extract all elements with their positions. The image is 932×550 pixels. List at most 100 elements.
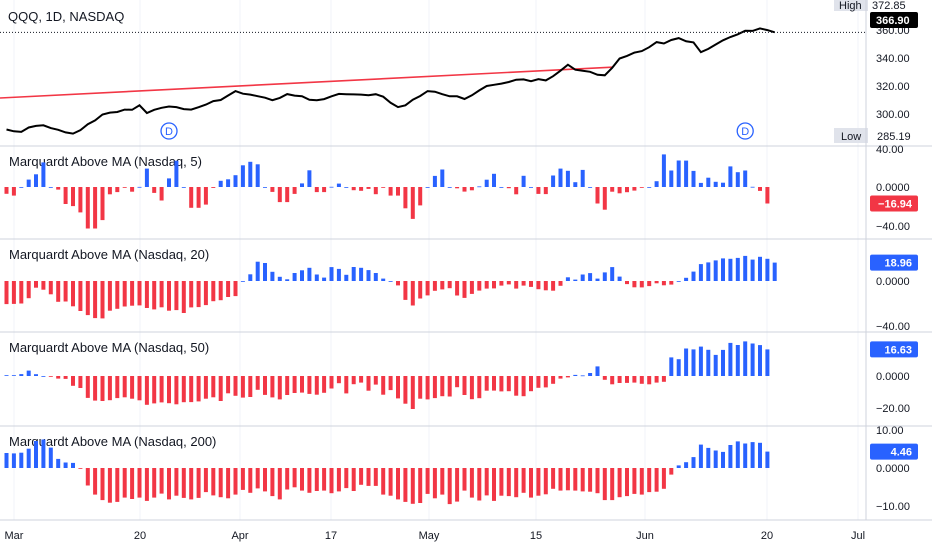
histogram-bar[interactable] <box>277 276 282 281</box>
histogram-bar[interactable] <box>735 345 740 376</box>
histogram-bar[interactable] <box>263 468 267 492</box>
histogram-bar[interactable] <box>625 281 629 285</box>
histogram-bar[interactable] <box>750 186 755 188</box>
histogram-bar[interactable] <box>48 281 53 295</box>
histogram-bar[interactable] <box>41 376 46 377</box>
histogram-bar[interactable] <box>85 468 90 486</box>
histogram-bar[interactable] <box>56 281 61 302</box>
histogram-bar[interactable] <box>543 376 548 388</box>
histogram-bar[interactable] <box>34 281 38 288</box>
histogram-bar[interactable] <box>4 453 9 468</box>
histogram-bar[interactable] <box>721 349 725 376</box>
histogram-bar[interactable] <box>469 468 474 498</box>
histogram-bar[interactable] <box>26 448 31 468</box>
histogram-bar[interactable] <box>521 376 526 397</box>
histogram-bar[interactable] <box>226 468 231 499</box>
histogram-bar[interactable] <box>432 281 437 291</box>
histogram-bar[interactable] <box>329 186 334 188</box>
histogram-bar[interactable] <box>713 181 718 187</box>
histogram-bar[interactable] <box>107 376 112 401</box>
histogram-bar[interactable] <box>359 468 364 485</box>
histogram-bar[interactable] <box>639 376 644 384</box>
histogram-bar[interactable] <box>218 468 223 498</box>
histogram-bar[interactable] <box>551 281 556 291</box>
histogram-bar[interactable] <box>580 375 585 377</box>
histogram-bar[interactable] <box>529 468 533 498</box>
histogram-bar[interactable] <box>277 376 282 400</box>
histogram-bar[interactable] <box>625 376 629 383</box>
histogram-bar[interactable] <box>396 187 400 196</box>
histogram-bar[interactable] <box>573 468 578 491</box>
histogram-bar[interactable] <box>617 468 622 498</box>
histogram-bar[interactable] <box>580 169 585 187</box>
histogram-bar[interactable] <box>285 279 290 281</box>
histogram-bar[interactable] <box>181 468 186 498</box>
histogram-bar[interactable] <box>669 468 674 475</box>
histogram-bar[interactable] <box>248 274 253 281</box>
histogram-bar[interactable] <box>455 376 460 388</box>
histogram-bar[interactable] <box>728 445 733 468</box>
histogram-bar[interactable] <box>344 468 349 489</box>
histogram-bar[interactable] <box>588 273 593 281</box>
histogram-bar[interactable] <box>4 187 9 194</box>
histogram-bar[interactable] <box>536 376 541 388</box>
histogram-bar[interactable] <box>588 468 593 492</box>
histogram-bar[interactable] <box>713 354 718 376</box>
histogram-bar[interactable] <box>506 468 511 497</box>
histogram-bar[interactable] <box>351 267 356 281</box>
histogram-bar[interactable] <box>19 374 24 376</box>
histogram-bar[interactable] <box>499 281 504 286</box>
histogram-bar[interactable] <box>344 376 349 394</box>
histogram-bar[interactable] <box>263 187 267 188</box>
histogram-bar[interactable] <box>565 277 570 281</box>
histogram-bar[interactable] <box>351 376 356 385</box>
histogram-bar[interactable] <box>758 187 762 191</box>
histogram-bar[interactable] <box>521 468 526 493</box>
histogram-bar[interactable] <box>130 281 135 306</box>
histogram-bar[interactable] <box>514 376 519 396</box>
histogram-bar[interactable] <box>373 468 378 486</box>
histogram-bar[interactable] <box>11 375 16 376</box>
histogram-bar[interactable] <box>107 187 112 195</box>
histogram-bar[interactable] <box>654 281 659 284</box>
histogram-bar[interactable] <box>647 187 652 188</box>
histogram-bar[interactable] <box>240 281 245 282</box>
histogram-bar[interactable] <box>226 281 231 297</box>
histogram-bar[interactable] <box>26 370 31 376</box>
histogram-bar[interactable] <box>551 376 556 384</box>
histogram-bar[interactable] <box>595 468 600 494</box>
histogram-bar[interactable] <box>4 375 9 376</box>
histogram-bar[interactable] <box>647 281 652 287</box>
histogram-bar[interactable] <box>728 342 733 376</box>
histogram-bar[interactable] <box>706 177 711 187</box>
histogram-bar[interactable] <box>625 187 629 193</box>
histogram-bar[interactable] <box>403 187 408 209</box>
histogram-bar[interactable] <box>144 376 149 405</box>
histogram-bar[interactable] <box>595 187 600 204</box>
histogram-bar[interactable] <box>514 187 519 195</box>
histogram-bar[interactable] <box>71 281 75 307</box>
histogram-bar[interactable] <box>34 374 38 376</box>
histogram-bar[interactable] <box>300 183 304 187</box>
histogram-bar[interactable] <box>48 376 53 377</box>
histogram-bar[interactable] <box>721 182 725 187</box>
histogram-bar[interactable] <box>728 258 733 281</box>
histogram-bar[interactable] <box>691 170 696 187</box>
histogram-bar[interactable] <box>359 187 364 191</box>
histogram-bar[interactable] <box>196 376 201 402</box>
histogram-bar[interactable] <box>455 281 460 296</box>
histogram-bar[interactable] <box>189 187 194 208</box>
histogram-bar[interactable] <box>661 154 666 187</box>
histogram-bar[interactable] <box>514 281 519 289</box>
histogram-bar[interactable] <box>565 170 570 187</box>
histogram-bar[interactable] <box>233 281 238 297</box>
histogram-bar[interactable] <box>63 281 68 302</box>
histogram-bar[interactable] <box>381 468 386 495</box>
histogram-bar[interactable] <box>19 281 24 304</box>
price-line[interactable] <box>6 27 775 135</box>
histogram-bar[interactable] <box>56 458 61 468</box>
histogram-bar[interactable] <box>492 173 496 187</box>
histogram-bar[interactable] <box>122 376 127 398</box>
histogram-bar[interactable] <box>181 281 186 313</box>
